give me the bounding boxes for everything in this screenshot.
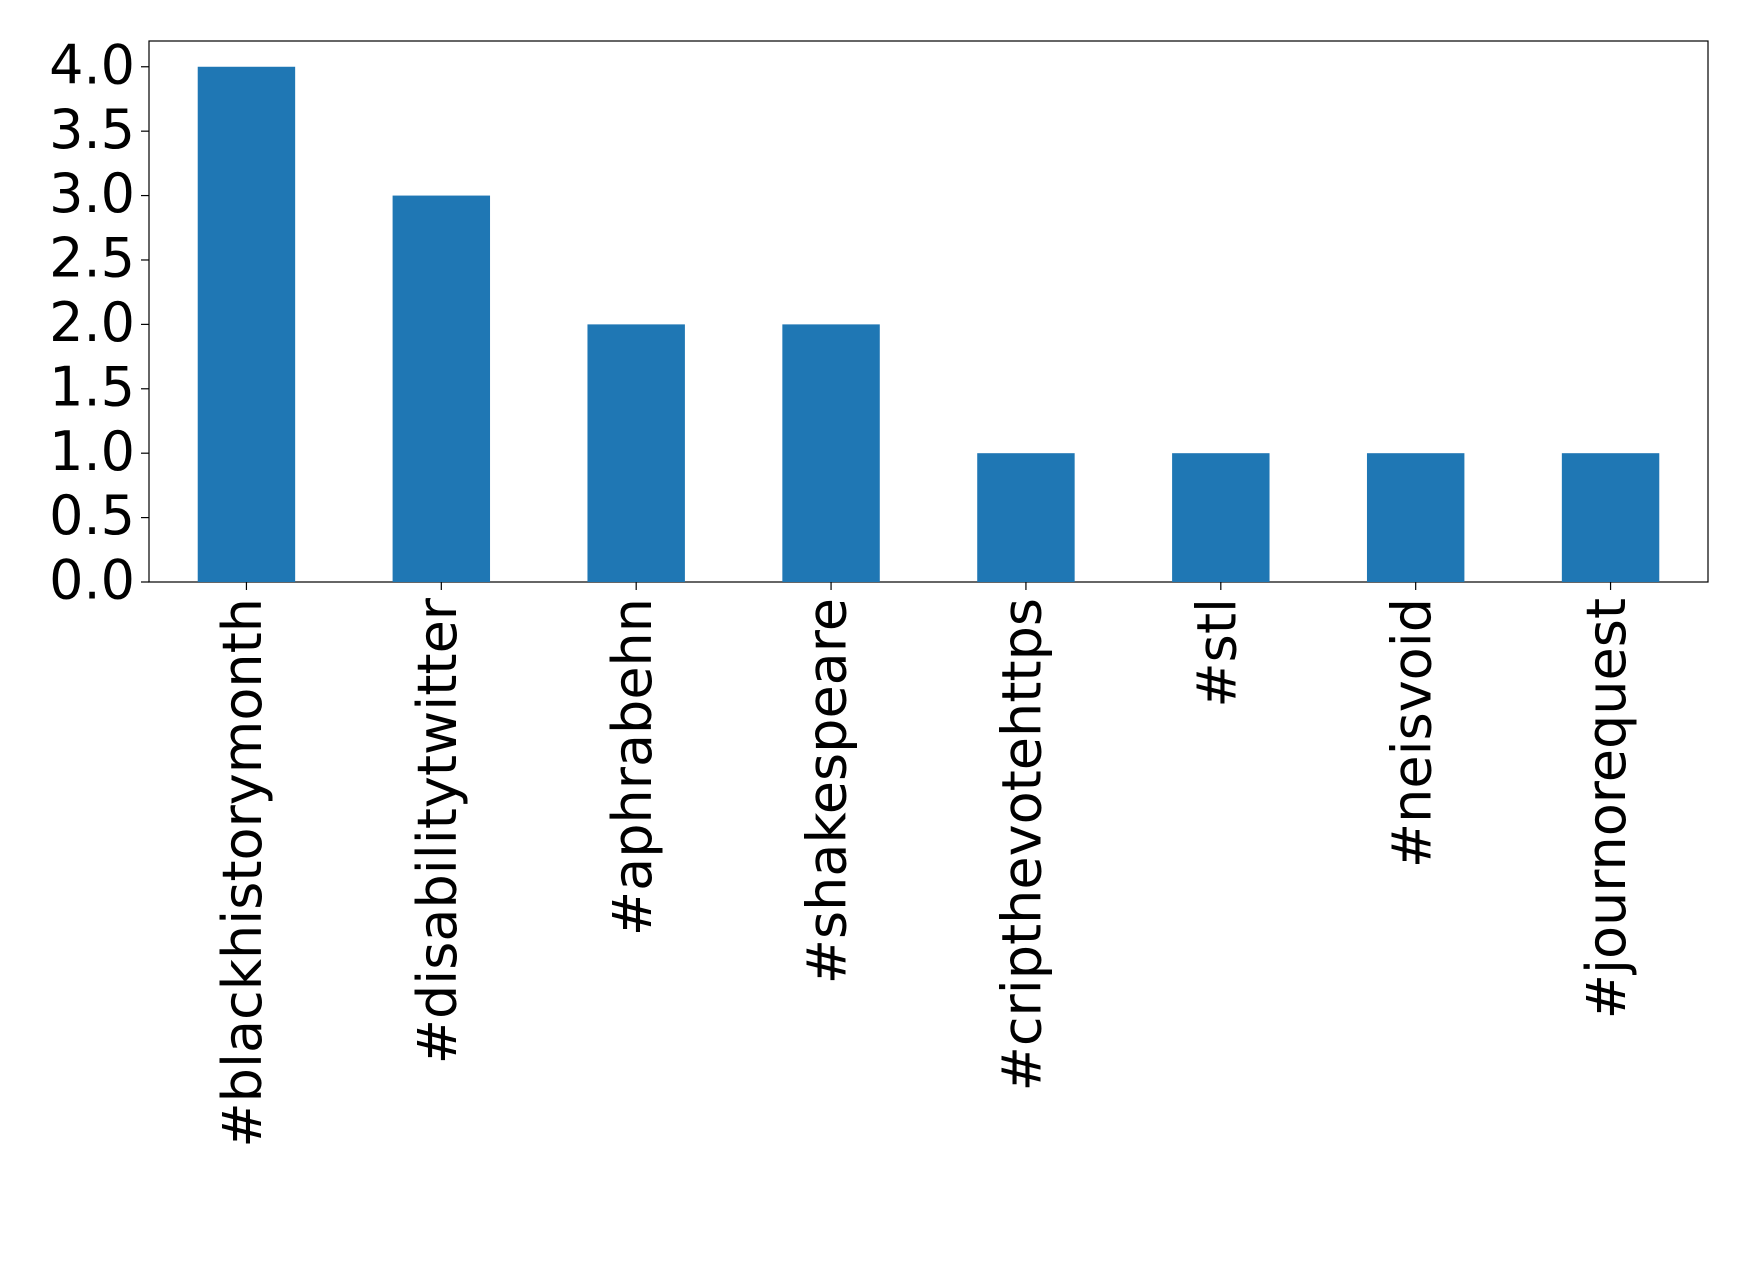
bar (587, 324, 685, 582)
y-tick-label: 2.0 (49, 291, 135, 354)
y-tick-label: 1.0 (49, 420, 135, 483)
bar (1561, 453, 1660, 582)
bar (1172, 453, 1270, 582)
x-tick-label: #disabilitytwitter (406, 597, 469, 1064)
x-tick-label: #stl (1185, 598, 1248, 708)
y-tick-label: 3.5 (49, 98, 135, 161)
y-tick-label: 4.0 (49, 33, 135, 96)
bar (392, 195, 491, 583)
y-tick-label: 3.0 (49, 162, 135, 225)
x-tick-label: #blackhistorymonth (211, 598, 274, 1148)
x-tick-label: #aphrabehn (601, 598, 664, 936)
x-tick-label: #journorequest (1575, 598, 1638, 1019)
x-tick-label: #shakespeare (796, 598, 859, 984)
bar (197, 66, 296, 582)
bar (782, 324, 880, 582)
bar (1366, 453, 1465, 582)
bar (977, 453, 1075, 582)
y-tick-label: 1.5 (49, 355, 135, 418)
y-tick-label: 2.5 (49, 227, 135, 290)
y-tick-label: 0.5 (49, 484, 135, 547)
x-tick-label: #cripthevotehttps (991, 598, 1054, 1091)
plot-frame (148, 40, 1709, 583)
x-tick-label: #neisvoid (1380, 598, 1443, 868)
y-tick-label: 0.0 (49, 549, 135, 612)
